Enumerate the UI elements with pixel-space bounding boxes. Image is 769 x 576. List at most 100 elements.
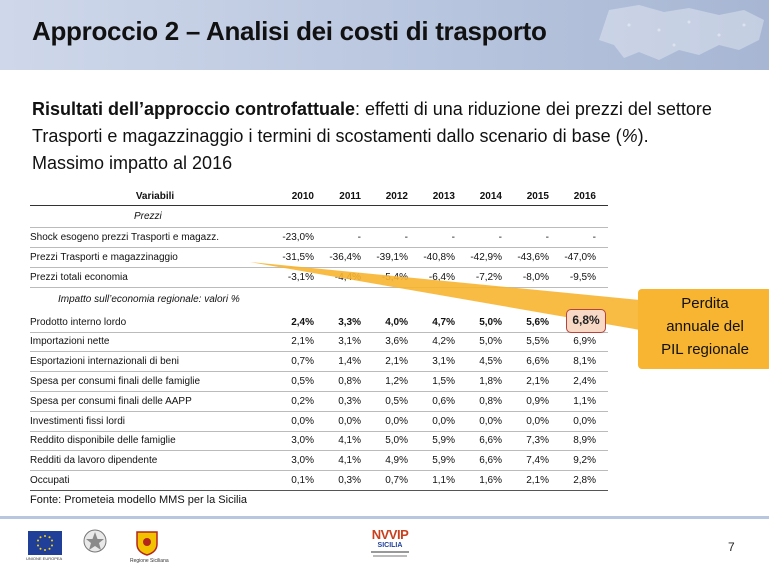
subtitle-pct: % [621, 126, 638, 146]
table-row: Importazioni nette 2,1% 3,1% 3,6% 4,2% 5… [30, 333, 608, 351]
row-value: 4,5% [479, 356, 502, 367]
row-value: 6,6% [479, 435, 502, 446]
subtitle-line3: Massimo impatto al 2016 [32, 153, 233, 173]
subtitle-bold: Risultati dell’approccio controfattuale [32, 99, 356, 119]
row-value: -23,0% [282, 232, 314, 243]
table-header-row: Variabili 2010 2011 2012 2013 2014 2015 … [30, 188, 608, 206]
eu-caption: UNIONE EUROPEA [26, 556, 63, 561]
row-label: Importazioni nette [30, 336, 110, 347]
callout-box [638, 289, 769, 369]
row-divider [30, 450, 608, 451]
row-value: 6,6% [479, 455, 502, 466]
row-value: -43,6% [517, 252, 549, 263]
row-value: 0,0% [291, 416, 314, 427]
row-value: 1,5% [432, 376, 455, 387]
row-value: 2,4% [573, 376, 596, 387]
table-row: Spesa per consumi finali delle famiglie … [30, 373, 608, 391]
row-divider [30, 332, 608, 333]
header-2015: 2015 [526, 191, 549, 202]
row-value: 2,4% [291, 317, 314, 328]
row-divider [30, 431, 608, 432]
row-divider [30, 247, 608, 248]
row-value: 2,8% [573, 475, 596, 486]
nvvip-text: NVVIP [371, 527, 409, 542]
row-value: 4,1% [338, 455, 361, 466]
row-value: 4,2% [432, 336, 455, 347]
header-2013: 2013 [432, 191, 455, 202]
row-label: Spesa per consumi finali delle AAPP [30, 396, 192, 407]
nvvip-sub: SICILIA [377, 542, 403, 549]
row-value: 2,1% [526, 475, 549, 486]
row-value: 0,3% [338, 396, 361, 407]
table-row-pil: Prodotto interno lordo 2,4% 3,3% 4,0% 4,… [30, 314, 608, 332]
subtitle-rest: : effetti di una riduzione dei prezzi de… [355, 99, 712, 119]
row-value: 0,1% [291, 475, 314, 486]
row-value: - [498, 232, 502, 243]
row-value: - [357, 232, 361, 243]
row-value: -4,4% [334, 272, 361, 283]
page-title: Approccio 2 – Analisi dei costi di trasp… [32, 16, 547, 46]
callout-line: PIL regionale [661, 341, 749, 358]
row-divider [30, 411, 608, 412]
row-value: 4,0% [385, 317, 408, 328]
table-row: Spesa per consumi finali delle AAPP 0,2%… [30, 393, 608, 411]
row-value: 3,0% [291, 435, 314, 446]
table-row: Prezzi totali economia -3,1% -4,4% -5,4%… [30, 269, 608, 287]
row-label: Redditi da lavoro dipendente [30, 455, 158, 466]
row-value: -9,5% [569, 272, 596, 283]
header-divider [0, 70, 769, 75]
table-row: Reddito disponibile delle famiglie 3,0% … [30, 432, 608, 450]
row-value: 0,0% [338, 416, 361, 427]
row-value: 0,9% [526, 396, 549, 407]
row-divider [30, 470, 608, 471]
header-2016: 2016 [573, 191, 596, 202]
callout-line: Perdita [681, 295, 729, 312]
row-value: 5,6% [526, 317, 549, 328]
row-divider [30, 351, 608, 352]
row-label: Reddito disponibile delle famiglie [30, 435, 176, 446]
row-label: Spesa per consumi finali delle famiglie [30, 376, 201, 387]
row-divider [30, 227, 608, 228]
row-value: 2,1% [291, 336, 314, 347]
row-value: 2,1% [385, 356, 408, 367]
table-row: Shock esogeno prezzi Trasporti e magazz.… [30, 229, 608, 247]
row-value: - [451, 232, 455, 243]
row-value: 0,5% [291, 376, 314, 387]
row-value: 0,0% [479, 416, 502, 427]
row-value: - [404, 232, 408, 243]
section-label: Impatto sull’economia regionale: valori … [58, 294, 240, 305]
table-row: Occupati 0,1% 0,3% 0,7% 1,1% 1,6% 2,1% 2… [30, 472, 608, 490]
row-divider [30, 287, 608, 288]
table-bottom-rule [30, 490, 608, 491]
row-value: -42,9% [470, 252, 502, 263]
row-divider [30, 391, 608, 392]
row-value: 4,1% [338, 435, 361, 446]
row-value: 9,2% [573, 455, 596, 466]
nvvip-logo: NVVIP SICILIA [365, 527, 415, 567]
pil-2016-highlight: 6,8% [566, 309, 606, 333]
row-label: Prezzi Trasporti e magazzinaggio [30, 252, 178, 263]
table-row: Prezzi Trasporti e magazzinaggio -31,5% … [30, 249, 608, 267]
row-value: 0,2% [291, 396, 314, 407]
row-value: 0,3% [338, 475, 361, 486]
row-value: -40,8% [423, 252, 455, 263]
section-label: Prezzi [134, 211, 162, 222]
row-value: 0,8% [338, 376, 361, 387]
header-band: Approccio 2 – Analisi dei costi di trasp… [0, 0, 769, 75]
row-value: 5,0% [385, 435, 408, 446]
header-variabili: Variabili [135, 191, 175, 202]
row-value: 3,6% [385, 336, 408, 347]
europe-map-decoration [599, 5, 764, 60]
row-value: 3,3% [338, 317, 361, 328]
row-value: 3,1% [432, 356, 455, 367]
row-label: Investimenti fissi lordi [30, 416, 126, 427]
row-value: 6,9% [573, 336, 596, 347]
row-value: -3,1% [287, 272, 314, 283]
row-value: 0,0% [385, 416, 408, 427]
row-value: -5,4% [381, 272, 408, 283]
header-2011: 2011 [339, 191, 361, 202]
row-value: 1,6% [479, 475, 502, 486]
row-value: 0,8% [479, 396, 502, 407]
row-value: 0,7% [385, 475, 408, 486]
row-value: 5,9% [432, 435, 455, 446]
